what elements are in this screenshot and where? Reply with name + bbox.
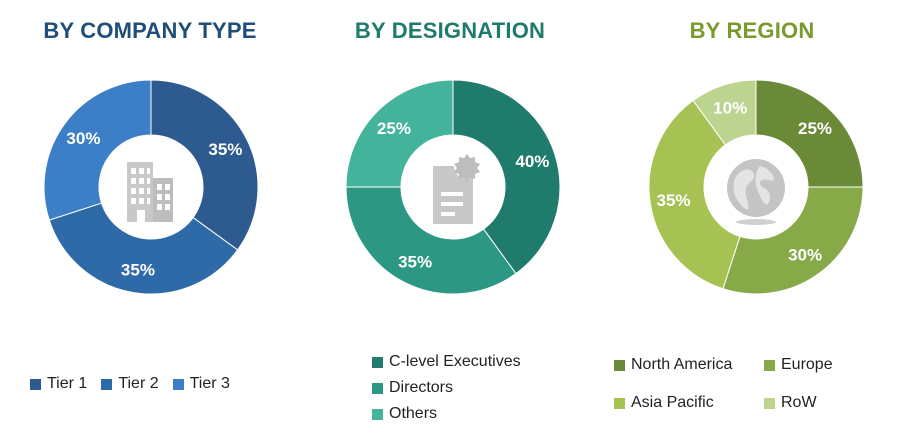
- slice-tier-1: [150, 79, 259, 251]
- legend-swatch: [614, 359, 625, 371]
- slice-others: [345, 79, 454, 188]
- slice-label-tier-2: 35%: [121, 260, 155, 279]
- slice-label-c-level-executives: 40%: [515, 152, 549, 171]
- legend-item-asia-pacific: Asia Pacific: [614, 394, 764, 412]
- slice-label-asia-pacific: 35%: [657, 191, 691, 210]
- slice-row: [692, 79, 757, 146]
- designation-title: BY DESIGNATION: [354, 18, 546, 43]
- slice-asia-pacific: [648, 99, 741, 290]
- document-badge-icon: [427, 152, 483, 231]
- designation-legend: C-level Executives Directors Others: [372, 349, 521, 427]
- legend-item-tier-2: Tier 2: [101, 375, 159, 393]
- company-type-donut: 35% 35% 30%: [43, 79, 259, 295]
- legend-item-tier-1: Tier 1: [30, 375, 87, 393]
- legend-item-directors: Directors: [372, 375, 521, 401]
- company-type-legend: Tier 1 Tier 2 Tier 3: [30, 375, 230, 393]
- slice-label-north-america: 25%: [798, 119, 832, 138]
- legend-label: Tier 2: [118, 375, 159, 392]
- company-type-title: BY COMPANY TYPE: [43, 18, 257, 43]
- slice-label-tier-1: 35%: [208, 140, 242, 159]
- legend-label: C-level Executives: [389, 353, 521, 370]
- legend-item-europe: Europe: [764, 356, 833, 374]
- slice-c-level-executives: [452, 79, 561, 275]
- legend-label: Others: [389, 405, 438, 422]
- legend-label: Tier 3: [189, 375, 230, 392]
- region-title: BY REGION: [689, 18, 815, 43]
- legend-item-row: RoW: [764, 394, 817, 412]
- legend-swatch: [372, 382, 383, 394]
- legend-swatch: [764, 359, 775, 371]
- slice-label-directors: 35%: [398, 252, 432, 271]
- region-donut: 25% 30% 35% 10%: [648, 79, 864, 295]
- legend-label: RoW: [781, 394, 817, 411]
- legend-label: Asia Pacific: [631, 394, 714, 411]
- legend-swatch: [30, 378, 41, 390]
- building-icon: [121, 158, 177, 229]
- legend-label: North America: [631, 356, 733, 373]
- legend-item-others: Others: [372, 401, 521, 427]
- legend-item-c-level: C-level Executives: [372, 349, 521, 375]
- legend-item-tier-3: Tier 3: [172, 375, 230, 393]
- slice-directors: [345, 186, 517, 295]
- legend-label: Tier 1: [47, 375, 88, 392]
- slice-label-others: 25%: [377, 119, 411, 138]
- legend-label: Directors: [389, 379, 454, 396]
- legend-swatch: [372, 408, 383, 420]
- slice-label-row: 10%: [713, 99, 747, 118]
- legend-item-north-america: North America: [614, 356, 764, 374]
- legend-swatch: [764, 397, 775, 409]
- designation-donut: 40% 35% 25%: [345, 79, 561, 295]
- slice-north-america: [755, 79, 864, 188]
- slice-tier-2: [48, 202, 239, 295]
- legend-label: Europe: [781, 356, 833, 373]
- region-legend: North America Europe Asia Pacific RoW: [614, 354, 833, 414]
- legend-swatch: [172, 378, 184, 390]
- globe-icon: [724, 156, 788, 231]
- legend-swatch: [614, 397, 625, 409]
- slice-tier-3: [43, 79, 152, 221]
- slice-label-tier-3: 30%: [66, 129, 100, 148]
- slice-europe: [722, 186, 864, 295]
- slice-label-europe: 30%: [788, 246, 822, 265]
- legend-swatch: [372, 356, 383, 368]
- legend-swatch: [101, 378, 113, 390]
